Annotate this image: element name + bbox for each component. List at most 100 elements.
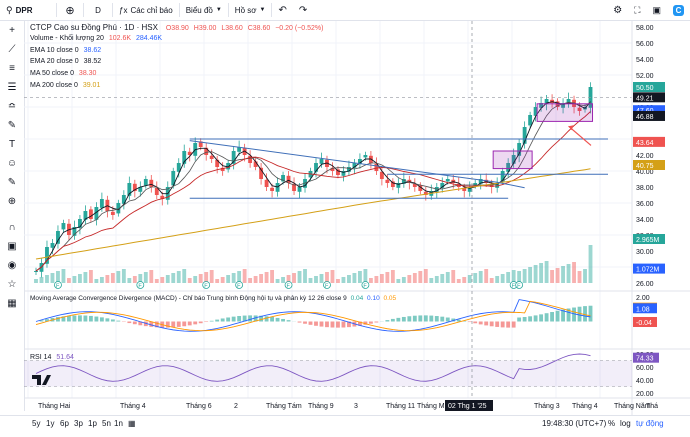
time-tick-label: Tháng 9 <box>308 403 334 410</box>
candle-body <box>34 271 38 272</box>
volume-bar <box>539 263 543 283</box>
macd-histogram-bar <box>314 322 318 326</box>
range-3m[interactable]: 3p <box>74 419 83 428</box>
volume-bar <box>166 275 170 283</box>
text-tool[interactable]: T <box>4 138 20 152</box>
chevron-down-icon: ▼ <box>216 7 222 13</box>
candle-body <box>298 187 302 192</box>
fib-tool[interactable]: ☰ <box>4 81 20 95</box>
percent-toggle[interactable]: % <box>608 419 615 428</box>
macd-histogram-bar <box>528 316 532 321</box>
volume-bar <box>281 277 285 283</box>
ema10-legend[interactable]: EMA 10 close 0 38.62 <box>30 47 101 54</box>
rsi-price-tag-label: 74.33 <box>636 356 654 363</box>
zoom-tool[interactable]: ⊕ <box>4 195 20 209</box>
horizontal-line-tool[interactable]: ≡ <box>4 62 20 76</box>
time-tick-label: 2 <box>234 403 238 410</box>
range-5d[interactable]: 5n <box>102 419 111 428</box>
star-icon: ☆ <box>8 279 17 290</box>
symbol-search[interactable]: ⚲ DPR <box>0 0 56 20</box>
crosshair-tool[interactable]: + <box>4 24 20 38</box>
zoom-icon: ⊕ <box>8 196 16 207</box>
macd-legend[interactable]: Moving Average Convergence Divergence (M… <box>30 295 396 302</box>
range-1y[interactable]: 1y <box>46 419 54 428</box>
chart-title[interactable]: CTCP Cao su Đồng Phú · 1D · HSX <box>30 23 158 32</box>
add-symbol-button[interactable]: ⊕ <box>57 0 83 20</box>
ohlc-low: L38.60 <box>221 25 242 32</box>
macd-histogram-bar <box>73 315 77 321</box>
redo-button[interactable]: ↷ <box>293 0 313 20</box>
volume-bar <box>512 270 516 283</box>
volume-bar <box>210 270 214 283</box>
ema20-legend[interactable]: EMA 20 close 0 38.52 <box>30 58 101 65</box>
lock-tool[interactable]: ▣ <box>4 240 20 254</box>
brush-tool[interactable]: ✎ <box>4 119 20 133</box>
volume-bar <box>215 279 219 283</box>
macd-histogram-bar <box>523 317 527 321</box>
rsi-legend[interactable]: RSI 14 51.64 <box>30 354 74 361</box>
snapshot-button[interactable]: ▣ <box>646 0 667 20</box>
settings-button[interactable]: ⚙ <box>607 0 628 20</box>
macd-histogram-bar <box>495 322 499 327</box>
trendline-tool[interactable]: ⟋ <box>4 43 20 57</box>
macd-price-tag-label: 1.08 <box>636 306 650 313</box>
chart-type-button[interactable]: Biểu đồ ▼ <box>180 0 228 20</box>
volume-bar <box>67 278 71 283</box>
candle-body <box>89 209 93 219</box>
price-tick-label: 58.00 <box>636 25 654 32</box>
auto-toggle[interactable]: tự động <box>636 419 664 428</box>
template-button[interactable]: Hồ sơ ▼ <box>229 0 272 20</box>
indicators-icon: ƒx <box>119 6 127 15</box>
fullscreen-button[interactable]: ⛶ <box>628 0 646 20</box>
macd-histogram-bar <box>127 322 131 324</box>
volume-bar <box>523 269 527 283</box>
pattern-tool[interactable]: ≏ <box>4 100 20 114</box>
magnet-tool[interactable]: ∩ <box>4 221 20 235</box>
volume-bar <box>144 272 148 283</box>
undo-button[interactable]: ↶ <box>272 0 292 20</box>
volume-bar <box>320 274 324 283</box>
ma200-label: MA 200 close 0 <box>30 82 78 89</box>
volume-bar <box>62 269 66 283</box>
macd-histogram-bar <box>429 316 433 322</box>
ma200-legend[interactable]: MA 200 close 0 39.01 <box>30 82 100 89</box>
macd-value-2: 0.10 <box>367 295 380 302</box>
ema20-line <box>36 102 591 271</box>
time-tick-label: Tháng 11 <box>386 403 415 410</box>
time-tick-label: Thá <box>646 403 658 410</box>
macd-histogram-bar <box>105 318 109 321</box>
macd-histogram-bar <box>435 316 439 321</box>
brush-icon: ✎ <box>8 120 16 131</box>
date-range-icon[interactable]: ▦ <box>128 419 136 428</box>
price-tag-label: 43.64 <box>636 140 654 147</box>
range-5y[interactable]: 5y <box>32 419 40 428</box>
trash-tool[interactable]: ▦ <box>4 297 20 311</box>
emoji-tool[interactable]: ☺ <box>4 157 20 171</box>
macd-histogram-bar <box>193 322 197 325</box>
volume-bar <box>254 276 258 283</box>
macd-histogram-bar <box>325 322 329 328</box>
fib-icon: ☰ <box>8 82 17 93</box>
price-tag-label: 46.88 <box>636 114 654 121</box>
volume-bar <box>578 271 582 283</box>
measure-tool[interactable]: ✎ <box>4 176 20 190</box>
time-tick-label: 3 <box>354 403 358 410</box>
price-axis[interactable]: 58.0056.0054.0052.0048.0044.0042.0040.00… <box>633 25 665 288</box>
visibility-tool[interactable]: ◉ <box>4 259 20 273</box>
ma50-legend[interactable]: MA 50 close 0 38.30 <box>30 70 96 77</box>
macd-histogram-bar <box>583 306 587 321</box>
volume-legend[interactable]: Volume - Khối lượng 20 102.6K 284.46K <box>30 35 162 42</box>
indicators-button[interactable]: ƒx Các chỉ báo <box>113 0 179 20</box>
interval-button[interactable]: D <box>84 0 112 20</box>
clock-label[interactable]: 19:48:30 (UTC+7) <box>542 419 606 428</box>
range-6m[interactable]: 6p <box>60 419 69 428</box>
favorites-tool[interactable]: ☆ <box>4 278 20 292</box>
volume-bar <box>462 277 466 283</box>
range-1m[interactable]: 1p <box>88 419 97 428</box>
volume-bar <box>369 278 373 283</box>
log-toggle[interactable]: log <box>620 419 631 428</box>
candle-body <box>270 188 274 191</box>
range-1d[interactable]: 1n <box>114 419 123 428</box>
